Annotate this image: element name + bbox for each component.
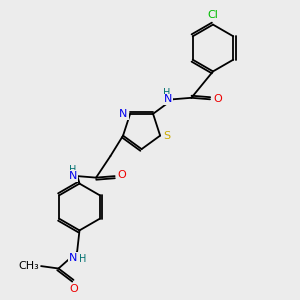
Text: O: O — [118, 169, 126, 180]
Text: N: N — [164, 94, 172, 104]
Text: N: N — [119, 109, 128, 119]
Text: N: N — [69, 253, 77, 262]
Text: H: H — [79, 254, 86, 263]
Text: Cl: Cl — [208, 10, 218, 20]
Text: N: N — [69, 171, 77, 181]
Text: S: S — [163, 130, 170, 141]
Text: O: O — [69, 284, 78, 294]
Text: O: O — [213, 94, 222, 104]
Text: H: H — [69, 165, 76, 175]
Text: H: H — [163, 88, 170, 98]
Text: CH₃: CH₃ — [18, 261, 39, 271]
